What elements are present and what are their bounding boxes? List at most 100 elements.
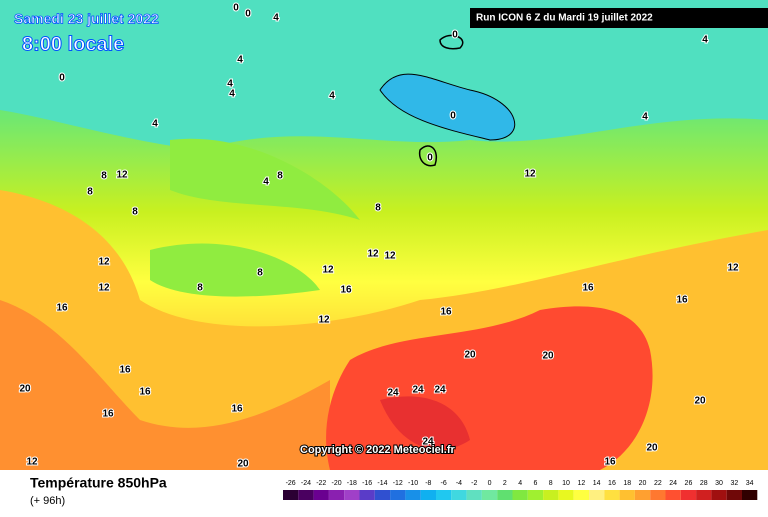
scale-swatch: [558, 490, 574, 500]
cold-pool: [379, 73, 516, 141]
contour-label: 8: [132, 207, 138, 218]
scale-label: 14: [593, 480, 601, 487]
scale-label: 12: [577, 480, 585, 487]
scale-swatch: [711, 490, 727, 500]
scale-swatch: [344, 490, 360, 500]
scale-swatch: [359, 490, 375, 500]
scale-swatch: [512, 490, 528, 500]
scale-label: 26: [685, 480, 693, 487]
contour-label: 0: [427, 153, 433, 164]
scale-swatch: [726, 490, 742, 500]
scale-label: -18: [347, 480, 357, 487]
date-label: Samedi 23 juillet 2022: [14, 11, 159, 27]
scale-swatch: [619, 490, 635, 500]
contour-label: 0: [245, 9, 251, 20]
scale-label: 6: [533, 480, 537, 487]
contour-label: 12: [116, 170, 128, 181]
scale-label: 28: [700, 480, 708, 487]
footer-lead: (+ 96h): [30, 495, 65, 507]
contour-label: 16: [56, 303, 68, 314]
green-zone: [150, 138, 360, 297]
contour-label: 16: [676, 295, 688, 306]
scale-label: -2: [471, 480, 477, 487]
scale-swatch: [436, 490, 452, 500]
scale-label: 0: [488, 480, 492, 487]
scale-swatch: [283, 490, 299, 500]
contour-label: 12: [322, 265, 334, 276]
scale-swatch: [742, 490, 758, 500]
contour-label: 20: [694, 396, 706, 407]
scale-label: 32: [730, 480, 738, 487]
scale-swatch: [665, 490, 681, 500]
contour-label: 24: [434, 385, 446, 396]
scale-label: -16: [362, 480, 372, 487]
contour-label: 4: [152, 119, 158, 130]
contour-label: 0: [59, 73, 65, 84]
contour-label: 4: [642, 112, 648, 123]
footer-title: Température 850hPa: [30, 475, 167, 491]
contour-label: 24: [412, 385, 424, 396]
scale-label: 18: [623, 480, 631, 487]
scale-swatch: [481, 490, 498, 500]
scale-label: -6: [441, 480, 447, 487]
scale-label: 20: [639, 480, 647, 487]
scale-label: -4: [456, 480, 462, 487]
time-label: 8:00 locale: [22, 33, 124, 55]
scale-label: -14: [377, 480, 387, 487]
contour-label: 0: [233, 3, 239, 14]
contour-label: 12: [26, 457, 38, 468]
cool-zone: [0, 0, 768, 150]
contour-label: 8: [257, 268, 263, 279]
scale-label: -20: [331, 480, 341, 487]
scale-swatch: [420, 490, 436, 500]
scale-swatch: [313, 490, 329, 500]
map-area: [0, 0, 768, 470]
contour-label: 16: [102, 409, 114, 420]
scale-label: -8: [425, 480, 431, 487]
contour-label: 0: [450, 111, 456, 122]
scale-swatch: [604, 490, 620, 500]
contour-label: 20: [237, 459, 249, 470]
scale-label: 2: [503, 480, 507, 487]
hot-zone: [0, 300, 330, 470]
contour-label: 12: [98, 257, 110, 268]
contour-label: 20: [19, 384, 31, 395]
contour-label: 12: [524, 169, 536, 180]
scale-swatch: [497, 490, 513, 500]
scale-swatch: [405, 490, 421, 500]
contour-label: 20: [542, 351, 554, 362]
scale-label: 8: [549, 480, 553, 487]
contour-label: 4: [229, 89, 235, 100]
contour-label: 16: [119, 365, 131, 376]
scale-swatch: [634, 490, 651, 500]
scale-label: 24: [669, 480, 677, 487]
scale-label: 10: [562, 480, 570, 487]
scale-label: 16: [608, 480, 616, 487]
scale-swatch: [573, 490, 589, 500]
contour-label: 20: [646, 443, 658, 454]
contour-label: 8: [375, 203, 381, 214]
contour-label: 16: [582, 283, 594, 294]
scale-label: -22: [316, 480, 326, 487]
scale-swatch: [680, 490, 697, 500]
scale-label: -12: [393, 480, 403, 487]
scale-swatch: [589, 490, 605, 500]
contour-label: 24: [422, 437, 434, 448]
contour-label: 16: [340, 285, 352, 296]
scale-label: -24: [301, 480, 311, 487]
scale-label: 22: [654, 480, 662, 487]
scale-swatch: [650, 490, 666, 500]
contour-label: 8: [197, 283, 203, 294]
contour-label: 8: [277, 171, 283, 182]
contour-label: 12: [367, 249, 379, 260]
copyright: Copyright © 2022 Meteociel.fr: [300, 444, 456, 456]
contour-label: 8: [101, 171, 107, 182]
run-box: [470, 8, 768, 28]
contour-label: 4: [263, 177, 269, 188]
contour-label: 4: [273, 13, 279, 24]
scale-swatch: [328, 490, 345, 500]
scale-swatch: [374, 490, 391, 500]
scale-label: 34: [746, 480, 754, 487]
contour-label: 0: [452, 30, 458, 41]
